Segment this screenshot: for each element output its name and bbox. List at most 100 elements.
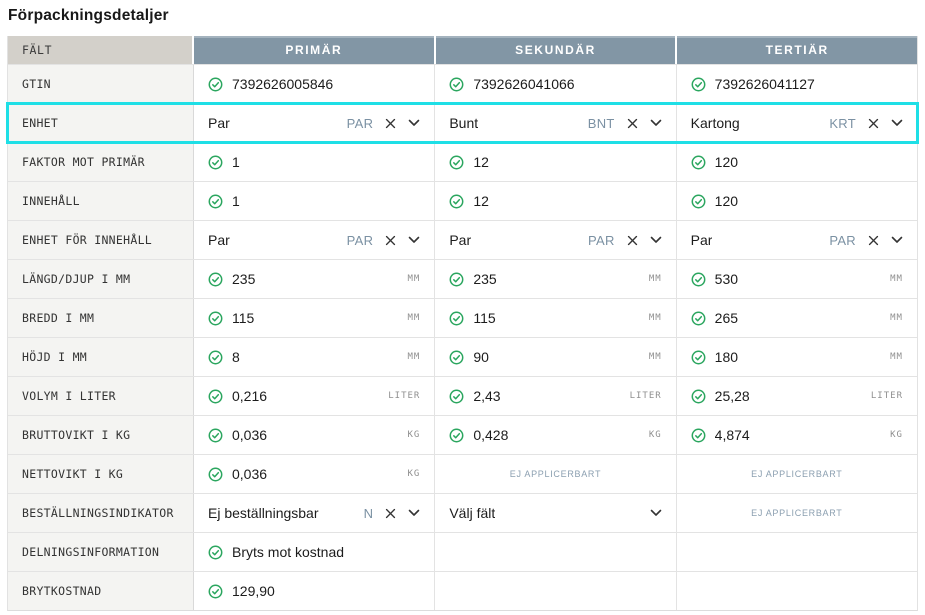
enhet-innehall-primary-dropdown[interactable]: Par PAR: [194, 221, 436, 259]
volym-secondary-field[interactable]: 2,43 LITER: [435, 377, 677, 415]
table-row-hojd: HÖJD I MM 8 MM 90 MM 180 MM: [8, 337, 917, 376]
nettovikt-primary-field[interactable]: 0,036 KG: [194, 455, 436, 493]
bredd-tertiary-field[interactable]: 265 MM: [676, 299, 917, 337]
row-label: BRYTKOSTNAD: [8, 572, 194, 610]
unit-label: KG: [407, 469, 421, 479]
field-value: 115: [473, 310, 496, 326]
chevron-down-icon[interactable]: [891, 236, 903, 244]
hojd-primary-field[interactable]: 8 MM: [194, 338, 436, 376]
bredd-primary-field[interactable]: 115 MM: [194, 299, 436, 337]
volym-tertiary-field[interactable]: 25,28 LITER: [676, 377, 917, 415]
table-row-enhet: ENHET Par PAR Bunt BNT Kartong: [6, 102, 919, 144]
chevron-down-icon[interactable]: [891, 119, 903, 127]
row-label: BRUTTOVIKT I KG: [8, 416, 194, 454]
check-icon: [691, 155, 706, 170]
hojd-secondary-field[interactable]: 90 MM: [435, 338, 677, 376]
row-label: DELNINGSINFORMATION: [8, 533, 194, 571]
row-label: NETTOVIKT I KG: [8, 455, 194, 493]
brytkostnad-secondary-empty-cell: [435, 572, 677, 610]
enhet-secondary-dropdown[interactable]: Bunt BNT: [435, 104, 677, 142]
innehall-tertiary-field[interactable]: 120: [676, 182, 917, 220]
innehall-primary-field[interactable]: 1: [194, 182, 436, 220]
bestallning-secondary-dropdown[interactable]: Välj fält: [435, 494, 677, 532]
enhet-tertiary-dropdown[interactable]: Kartong KRT: [676, 104, 917, 142]
chevron-down-icon[interactable]: [408, 236, 420, 244]
table-header-row: FÄLT PRIMÄR SEKUNDÄR TERTIÄR: [8, 36, 918, 64]
enhet-innehall-secondary-dropdown[interactable]: Par PAR: [435, 221, 677, 259]
clear-icon[interactable]: [385, 118, 396, 129]
dropdown-value: Ej beställningsbar: [208, 505, 319, 521]
check-icon: [449, 77, 464, 92]
field-value: 265: [714, 310, 739, 326]
clear-icon[interactable]: [868, 235, 879, 246]
field-value: 120: [714, 193, 739, 209]
gtin-tertiary-field[interactable]: 7392626041127: [676, 65, 917, 103]
clear-icon[interactable]: [868, 118, 879, 129]
clear-icon[interactable]: [385, 235, 396, 246]
not-applicable-label: EJ APPLICERBART: [751, 508, 843, 518]
row-label: BESTÄLLNINGSINDIKATOR: [8, 494, 194, 532]
clear-icon[interactable]: [627, 235, 638, 246]
faktor-primary-field[interactable]: 1: [194, 143, 436, 181]
chevron-down-icon[interactable]: [650, 119, 662, 127]
enhet-innehall-tertiary-dropdown[interactable]: Par PAR: [676, 221, 917, 259]
bestallning-primary-dropdown[interactable]: Ej beställningsbar N: [194, 494, 436, 532]
unit-label: MM: [890, 313, 903, 323]
brytkostnad-primary-field[interactable]: 129,90: [194, 572, 436, 610]
gtin-primary-field[interactable]: 7392626005846: [194, 65, 436, 103]
table-row-langd-djup: LÄNGD/DJUP I MM 235 MM 235 MM 530 MM: [8, 259, 917, 298]
check-icon: [691, 77, 706, 92]
bruttovikt-primary-field[interactable]: 0,036 KG: [194, 416, 436, 454]
langd-primary-field[interactable]: 235 MM: [194, 260, 436, 298]
bredd-secondary-field[interactable]: 115 MM: [435, 299, 677, 337]
field-value: 235: [232, 271, 256, 287]
hojd-tertiary-field[interactable]: 180 MM: [676, 338, 917, 376]
faktor-secondary-field[interactable]: 12: [435, 143, 677, 181]
field-value: 0,036: [232, 466, 268, 482]
check-icon: [449, 350, 464, 365]
enhet-primary-dropdown[interactable]: Par PAR: [194, 104, 436, 142]
field-value: 0,216: [232, 388, 268, 404]
check-icon: [449, 194, 464, 209]
faktor-tertiary-field[interactable]: 120: [676, 143, 917, 181]
check-icon: [449, 272, 464, 287]
innehall-secondary-field[interactable]: 12: [435, 182, 677, 220]
clear-icon[interactable]: [385, 508, 396, 519]
bruttovikt-tertiary-field[interactable]: 4,874 KG: [676, 416, 917, 454]
unit-label: MM: [648, 313, 662, 323]
field-value: 1: [232, 154, 240, 170]
row-label: VOLYM I LITER: [8, 377, 194, 415]
field-value: 12: [473, 193, 489, 209]
field-value: Bryts mot kostnad: [232, 544, 345, 560]
langd-secondary-field[interactable]: 235 MM: [435, 260, 677, 298]
field-value: 12: [473, 154, 489, 170]
chevron-down-icon[interactable]: [650, 509, 662, 517]
bruttovikt-secondary-field[interactable]: 0,428 KG: [435, 416, 677, 454]
unit-code: KRT: [829, 115, 856, 131]
unit-label: MM: [648, 274, 662, 284]
field-value: 0,428: [473, 427, 509, 443]
chevron-down-icon[interactable]: [650, 236, 662, 244]
check-icon: [449, 311, 464, 326]
field-value: 120: [714, 154, 739, 170]
check-icon: [691, 272, 706, 287]
delning-primary-field[interactable]: Bryts mot kostnad: [194, 533, 436, 571]
gtin-secondary-field[interactable]: 7392626041066: [435, 65, 677, 103]
volym-primary-field[interactable]: 0,216 LITER: [194, 377, 436, 415]
field-value: 7392626041127: [714, 76, 815, 92]
header-sekundar: SEKUNDÄR: [435, 36, 678, 64]
chevron-down-icon[interactable]: [408, 119, 420, 127]
check-icon: [208, 467, 223, 482]
row-label: HÖJD I MM: [8, 338, 194, 376]
unit-code: PAR: [346, 115, 374, 131]
clear-icon[interactable]: [627, 118, 638, 129]
dropdown-value: Kartong: [690, 115, 740, 131]
check-icon: [208, 311, 223, 326]
row-label: GTIN: [8, 65, 194, 103]
langd-tertiary-field[interactable]: 530 MM: [676, 260, 917, 298]
chevron-down-icon[interactable]: [408, 509, 420, 517]
table-row-bruttovikt: BRUTTOVIKT I KG 0,036 KG 0,428 KG 4,874 …: [8, 415, 917, 454]
unit-label: LITER: [870, 391, 903, 401]
row-label: ENHET FÖR INNEHÅLL: [8, 221, 194, 259]
table-row-gtin: GTIN 7392626005846 7392626041066 7392626…: [8, 64, 917, 103]
